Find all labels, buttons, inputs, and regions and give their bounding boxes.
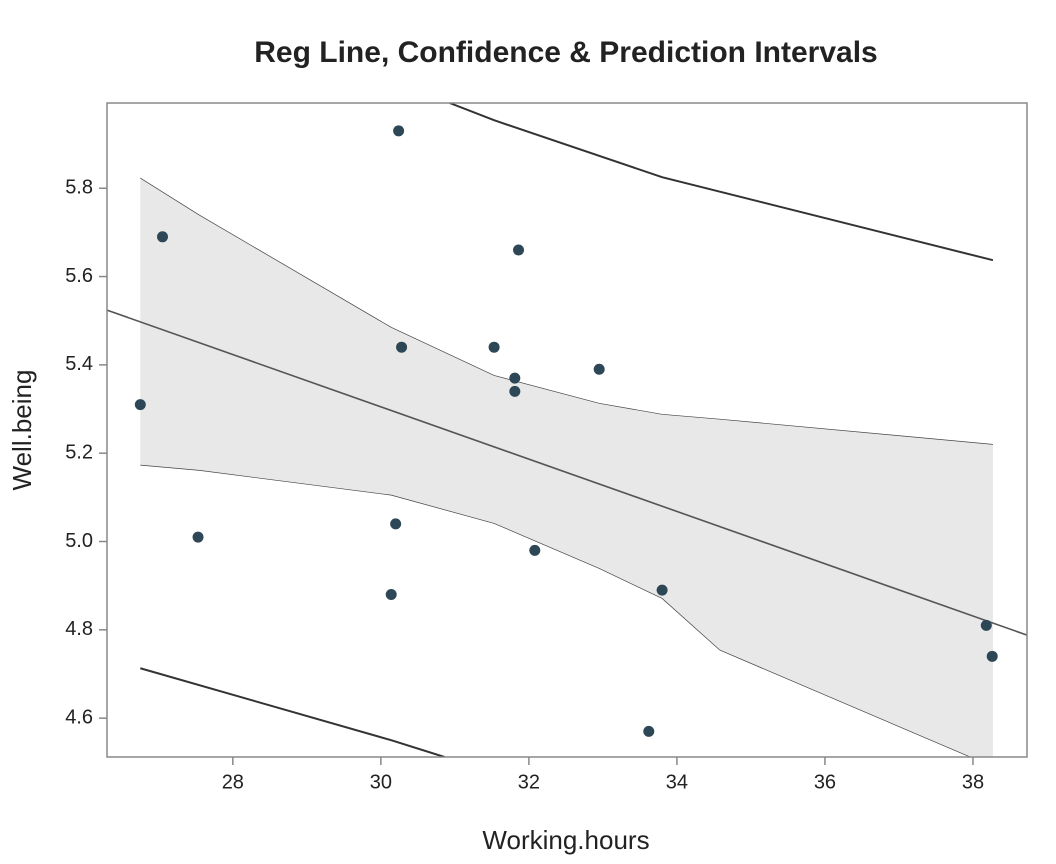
x-axis-label: Working.hours — [482, 825, 649, 855]
data-point — [157, 231, 169, 243]
x-tick-label: 34 — [666, 771, 688, 793]
data-point — [488, 341, 500, 353]
data-point — [192, 531, 204, 543]
confidence-upper — [140, 177, 993, 445]
data-point — [986, 650, 998, 662]
prediction-upper-line — [449, 103, 994, 262]
fit-line — [107, 309, 1027, 636]
plot-frame — [106, 102, 1028, 758]
y-tick-label: 4.6 — [65, 706, 93, 728]
x-tick-label: 28 — [222, 771, 244, 793]
plot-area — [107, 103, 1027, 757]
confidence-band — [140, 178, 993, 757]
data-point — [643, 725, 655, 737]
y-tick-label: 5.0 — [65, 530, 93, 552]
data-point — [513, 244, 525, 256]
x-tick-label: 36 — [814, 771, 836, 793]
data-point — [593, 363, 605, 375]
y-tick-label: 4.8 — [65, 618, 93, 640]
data-point — [656, 584, 668, 596]
data-point — [385, 588, 397, 600]
chart-title: Reg Line, Confidence & Prediction Interv… — [254, 36, 877, 69]
data-point — [509, 385, 521, 397]
y-axis-label: Well.being — [7, 370, 37, 491]
data-point — [393, 125, 405, 137]
x-tick-label: 32 — [518, 771, 540, 793]
y-tick-label: 5.6 — [65, 265, 93, 287]
y-tick-label: 5.2 — [65, 441, 93, 463]
data-point — [396, 341, 408, 353]
y-tick-label: 5.8 — [65, 177, 93, 199]
data-point — [529, 544, 541, 556]
data-point — [390, 518, 402, 530]
x-tick-label: 38 — [962, 771, 984, 793]
x-tick-label: 30 — [370, 771, 392, 793]
confidence-lower — [140, 464, 972, 757]
data-point — [134, 399, 146, 411]
data-point — [980, 619, 992, 631]
prediction-lower-line — [140, 667, 445, 757]
y-tick-label: 5.4 — [65, 353, 93, 375]
data-point — [509, 372, 521, 384]
